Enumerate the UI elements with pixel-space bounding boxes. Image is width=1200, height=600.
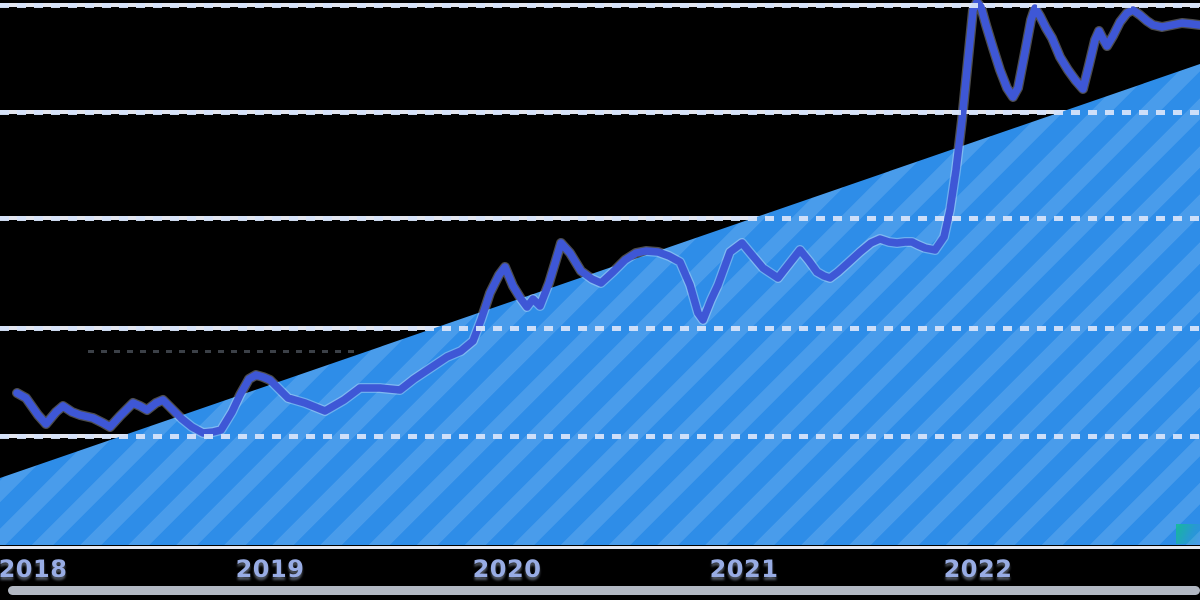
gridline-dashes xyxy=(0,109,1200,115)
x-axis-label-2020: 2020 xyxy=(472,555,542,583)
x-axis-label-2019: 2019 xyxy=(235,555,305,583)
x-axis-label-2018: 2018 xyxy=(0,555,68,583)
reference-dotted-line xyxy=(88,350,360,353)
gridline-dashes xyxy=(0,215,1200,221)
horizontal-scrollbar[interactable] xyxy=(8,586,1200,595)
x-axis-line xyxy=(0,546,1200,549)
x-axis-label-2021: 2021 xyxy=(709,555,779,583)
gridline-dashes xyxy=(0,325,1200,331)
gridline-dashes xyxy=(0,433,1200,439)
x-axis-label-2022: 2022 xyxy=(943,555,1013,583)
line-series-stroke xyxy=(13,0,1200,437)
teal-accent-sliver xyxy=(1176,524,1200,544)
gridline-dashes xyxy=(0,2,1200,8)
